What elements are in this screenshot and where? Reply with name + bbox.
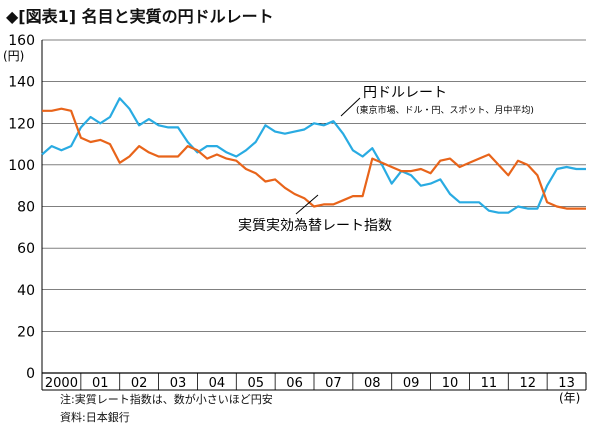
x-tick-label: 12	[519, 376, 536, 391]
annotation-nominal-sub: (東京市場、ドル・円、スポット、月中平均)	[356, 104, 534, 116]
y-tick-label: 140	[8, 75, 35, 91]
gridlines	[41, 39, 587, 391]
x-tick-label: 10	[442, 376, 459, 391]
y-tick-label: 120	[8, 116, 35, 132]
x-tick-label: 13	[558, 376, 575, 391]
chart-note: 注:実質レート指数は、数が小さいほど円安	[60, 393, 273, 406]
y-axis-unit: (円)	[3, 49, 24, 63]
x-tick-label: 03	[170, 376, 187, 391]
annotation-nominal: 円ドルレート	[363, 85, 447, 101]
x-tick-label: 08	[364, 376, 381, 391]
x-tick-label: 07	[325, 376, 342, 391]
y-axis-ticks: 0 20 40 60 80 100 120 140 160	[8, 33, 35, 382]
x-tick-label: 09	[403, 376, 420, 391]
x-tick-label: 11	[481, 376, 498, 391]
annotation-real: 実質実効為替レート指数	[238, 218, 392, 234]
chart-source: 資料:日本銀行	[60, 411, 130, 424]
annotation-nominal-pointer	[340, 97, 361, 117]
page-title: ◆[図表1] 名目と実質の円ドルレート	[6, 7, 274, 26]
x-tick-label: 01	[92, 376, 109, 391]
x-axis-unit: (年)	[559, 391, 580, 405]
series-line-nominal	[41, 97, 586, 214]
series-lines	[41, 97, 586, 214]
x-tick-label: 02	[131, 376, 148, 391]
x-tick-label: 05	[247, 376, 264, 391]
x-tick-label: 04	[209, 376, 226, 391]
y-tick-label: 60	[17, 241, 35, 257]
annotation-real-pointer	[295, 194, 319, 215]
y-tick-label: 20	[17, 324, 35, 340]
series-line-real	[42, 107, 586, 210]
y-tick-label: 100	[8, 158, 35, 174]
y-tick-label: 80	[17, 200, 35, 216]
x-tick-label: 2000	[45, 376, 78, 391]
x-axis-ticks: 2000 01 02 03 04 05 06 07 08 09 10 11 12 13	[45, 373, 575, 391]
y-tick-label: 0	[26, 366, 35, 382]
y-tick-label: 160	[8, 33, 35, 49]
x-tick-label: 06	[286, 376, 303, 391]
y-tick-label: 40	[17, 283, 35, 299]
